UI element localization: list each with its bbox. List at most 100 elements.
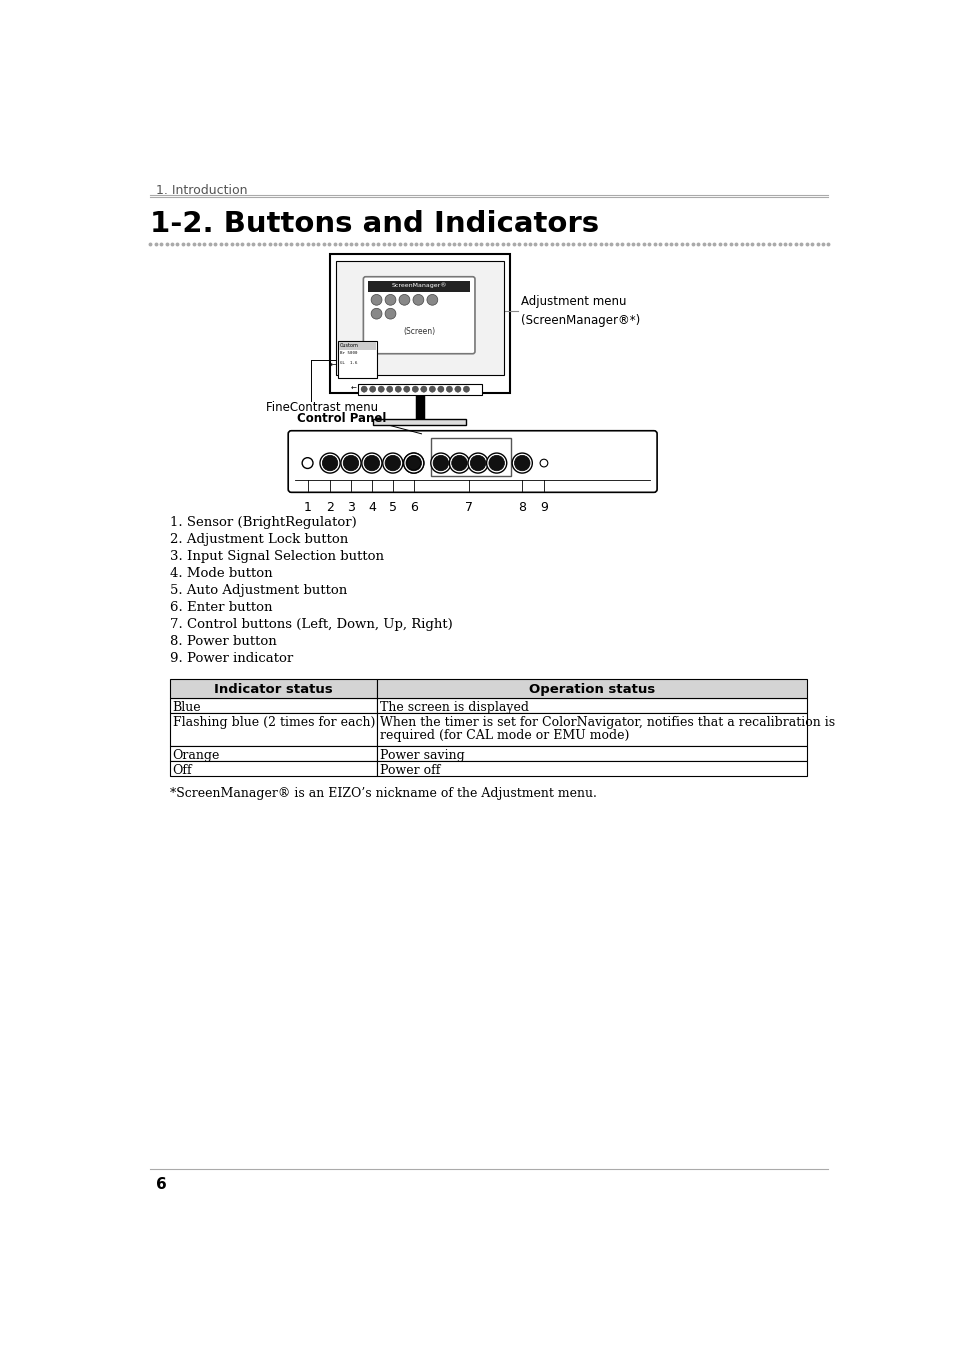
Circle shape <box>343 455 358 471</box>
Bar <box>373 420 466 425</box>
Bar <box>431 437 510 477</box>
Bar <box>330 254 509 393</box>
Circle shape <box>437 386 443 393</box>
Bar <box>170 713 377 745</box>
Circle shape <box>514 455 530 471</box>
Bar <box>337 342 376 378</box>
Circle shape <box>385 308 395 319</box>
Text: ScreenManager®: ScreenManager® <box>391 282 446 288</box>
Circle shape <box>385 294 395 305</box>
Text: 1. Introduction: 1. Introduction <box>156 184 248 197</box>
Circle shape <box>319 454 340 472</box>
Bar <box>377 761 806 776</box>
Circle shape <box>412 386 418 393</box>
Text: Indicator status: Indicator status <box>213 683 333 697</box>
Bar <box>368 281 470 292</box>
Text: 7: 7 <box>464 501 473 514</box>
Circle shape <box>360 386 367 393</box>
Text: GL  1.6: GL 1.6 <box>340 360 357 365</box>
Circle shape <box>413 294 423 305</box>
Bar <box>377 745 806 761</box>
Bar <box>335 261 503 374</box>
Bar <box>170 698 377 713</box>
Bar <box>170 745 377 761</box>
Circle shape <box>398 294 410 305</box>
Circle shape <box>403 386 410 393</box>
Circle shape <box>403 454 423 472</box>
Text: *ScreenManager® is an EIZO’s nickname of the Adjustment menu.: *ScreenManager® is an EIZO’s nickname of… <box>170 787 596 801</box>
Bar <box>170 679 377 698</box>
Circle shape <box>385 455 400 471</box>
Circle shape <box>455 386 460 393</box>
Circle shape <box>340 454 360 472</box>
Text: 4. Mode button: 4. Mode button <box>170 567 272 580</box>
Text: 7. Control buttons (Left, Down, Up, Right): 7. Control buttons (Left, Down, Up, Righ… <box>170 618 452 630</box>
Circle shape <box>486 454 506 472</box>
Circle shape <box>470 455 485 471</box>
Bar <box>170 761 377 776</box>
Text: (ScreenManager®*): (ScreenManager®*) <box>520 315 639 328</box>
Circle shape <box>302 458 313 468</box>
Text: Off: Off <box>172 764 193 778</box>
Text: When the timer is set for ColorNavigator, notifies that a recalibration is: When the timer is set for ColorNavigator… <box>380 717 835 729</box>
Text: 8. Power button: 8. Power button <box>170 634 276 648</box>
Text: 4: 4 <box>368 501 375 514</box>
Text: Br 5000: Br 5000 <box>340 351 357 355</box>
Bar <box>377 698 806 713</box>
Text: ←: ← <box>350 386 356 391</box>
Text: 8: 8 <box>517 501 526 514</box>
Circle shape <box>468 454 488 472</box>
Text: 3: 3 <box>347 501 355 514</box>
Text: The screen is displayed: The screen is displayed <box>380 701 529 714</box>
Text: Adjustment menu: Adjustment menu <box>520 296 625 308</box>
Circle shape <box>449 454 469 472</box>
Text: 2. Adjustment Lock button: 2. Adjustment Lock button <box>170 533 348 547</box>
Text: Orange: Orange <box>172 749 220 761</box>
Text: 6. Enter button: 6. Enter button <box>170 601 272 614</box>
Circle shape <box>429 386 435 393</box>
Bar <box>377 679 806 698</box>
Text: 9: 9 <box>539 501 547 514</box>
FancyBboxPatch shape <box>363 277 475 354</box>
Circle shape <box>371 294 381 305</box>
Bar <box>338 342 375 350</box>
Text: 5. Auto Adjustment button: 5. Auto Adjustment button <box>170 585 347 597</box>
Bar <box>377 713 806 745</box>
Circle shape <box>377 386 384 393</box>
Text: Blue: Blue <box>172 701 201 714</box>
Circle shape <box>512 454 532 472</box>
Circle shape <box>427 294 437 305</box>
Circle shape <box>322 455 337 471</box>
Text: Custom: Custom <box>340 343 358 348</box>
Circle shape <box>446 386 452 393</box>
Text: 3. Input Signal Selection button: 3. Input Signal Selection button <box>170 549 383 563</box>
Circle shape <box>395 386 401 393</box>
Circle shape <box>403 454 423 472</box>
Circle shape <box>488 455 504 471</box>
Text: (Screen): (Screen) <box>403 327 435 336</box>
Text: 1: 1 <box>303 501 312 514</box>
Text: Control Panel: Control Panel <box>297 412 387 425</box>
Text: Operation status: Operation status <box>528 683 655 697</box>
Circle shape <box>420 386 427 393</box>
Circle shape <box>406 456 420 470</box>
Text: Power off: Power off <box>380 764 440 778</box>
Text: 6: 6 <box>156 1177 167 1192</box>
Circle shape <box>463 386 469 393</box>
Text: required (for CAL mode or EMU mode): required (for CAL mode or EMU mode) <box>380 729 629 741</box>
Text: 9. Power indicator: 9. Power indicator <box>170 652 293 664</box>
Circle shape <box>369 386 375 393</box>
Circle shape <box>539 459 547 467</box>
Circle shape <box>382 454 402 472</box>
Text: 5: 5 <box>389 501 396 514</box>
Text: 2: 2 <box>326 501 334 514</box>
Text: 6: 6 <box>410 501 417 514</box>
Text: 1-2. Buttons and Indicators: 1-2. Buttons and Indicators <box>150 209 598 238</box>
Text: FineContrast menu: FineContrast menu <box>266 401 378 413</box>
Text: Flashing blue (2 times for each): Flashing blue (2 times for each) <box>172 717 375 729</box>
Text: ←: ← <box>329 360 335 369</box>
Circle shape <box>452 455 467 471</box>
Bar <box>357 383 481 394</box>
Circle shape <box>371 308 381 319</box>
Text: 1. Sensor (BrightRegulator): 1. Sensor (BrightRegulator) <box>170 516 356 529</box>
